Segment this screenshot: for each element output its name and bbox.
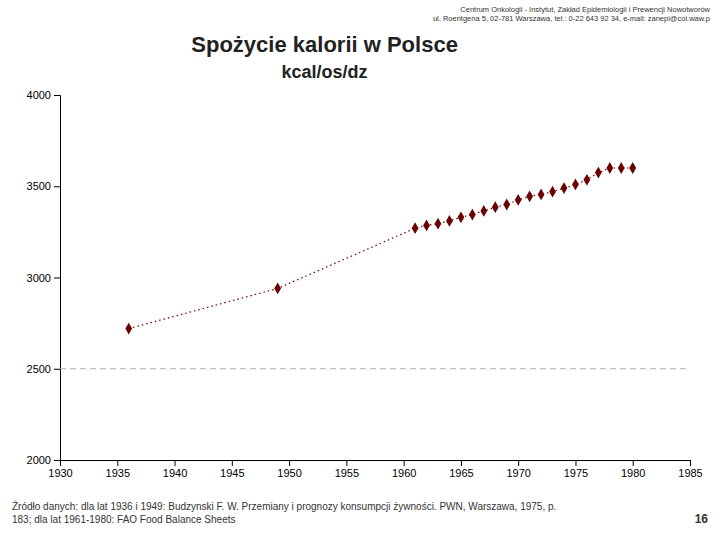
x-tick-label: 1930 xyxy=(48,467,72,479)
x-tick: 1930 xyxy=(48,460,72,479)
x-axis: 1930 1935 1940 1945 1950 1955 1960 1965 1970 1975… xyxy=(48,460,702,479)
data-point xyxy=(480,205,487,217)
y-tick-mark xyxy=(54,95,60,96)
y-tick: 3000 xyxy=(27,272,60,284)
x-tick-mark xyxy=(346,460,347,466)
x-tick: 1980 xyxy=(621,460,645,479)
data-point xyxy=(492,201,499,213)
y-tick-label: 2500 xyxy=(27,363,51,375)
y-tick: 4000 xyxy=(27,89,60,101)
x-tick-label: 1960 xyxy=(392,467,416,479)
x-tick: 1945 xyxy=(220,460,244,479)
data-point xyxy=(458,211,465,223)
x-tick-label: 1940 xyxy=(163,467,187,479)
data-point xyxy=(549,186,556,198)
x-tick-mark xyxy=(461,460,462,466)
x-tick: 1960 xyxy=(392,460,416,479)
data-point xyxy=(572,179,579,191)
x-tick-mark xyxy=(518,460,519,466)
y-tick-mark xyxy=(54,460,60,461)
chart: Centrum Onkologii - Instytut, Zakład Epi… xyxy=(0,0,720,540)
data-point xyxy=(618,162,625,174)
x-tick: 1965 xyxy=(449,460,473,479)
x-tick: 1950 xyxy=(277,460,301,479)
data-point xyxy=(274,283,281,295)
y-tick-label: 3000 xyxy=(27,272,51,284)
data-point xyxy=(412,222,419,234)
data-point xyxy=(446,215,453,227)
y-axis: 2000 2500 3000 3500 4000 xyxy=(27,89,61,466)
x-tick: 1975 xyxy=(564,460,588,479)
x-tick-label: 1980 xyxy=(621,467,645,479)
x-tick-mark xyxy=(175,460,176,466)
title: Spożycie kalorii w Polsce xyxy=(191,32,458,57)
header-text: Centrum Onkologii - Instytut, Zakład Epi… xyxy=(433,5,711,23)
data-point xyxy=(538,189,545,201)
x-tick-mark xyxy=(404,460,405,466)
data-point xyxy=(469,209,476,221)
data-point xyxy=(526,190,533,202)
page-number: 16 xyxy=(695,512,709,526)
x-axis-line xyxy=(61,461,691,467)
y-tick-label: 3500 xyxy=(27,180,51,192)
data-point xyxy=(629,162,636,174)
x-tick: 1935 xyxy=(106,460,130,479)
x-tick-label: 1970 xyxy=(506,467,530,479)
x-tick: 1985 xyxy=(678,460,702,479)
y-tick-mark xyxy=(54,278,60,279)
y-tick-mark xyxy=(54,186,60,187)
x-tick: 1970 xyxy=(506,460,530,479)
data-point xyxy=(423,220,430,232)
x-tick-label: 1950 xyxy=(277,467,301,479)
data-point xyxy=(584,174,591,186)
y-tick-mark xyxy=(54,369,60,370)
data-point xyxy=(503,199,510,211)
data-point xyxy=(561,182,568,194)
data-line xyxy=(129,168,633,329)
x-tick-label: 1985 xyxy=(678,467,702,479)
x-tick-mark xyxy=(117,460,118,466)
marks xyxy=(60,162,690,369)
y-tick: 2500 xyxy=(27,363,60,375)
data-point xyxy=(606,162,613,174)
x-tick: 1955 xyxy=(335,460,359,479)
x-tick-mark xyxy=(232,460,233,466)
plot: 1930 1935 1940 1945 1950 1955 1960 1965 1970 1975… xyxy=(27,89,703,479)
x-tick-mark xyxy=(575,460,576,466)
y-tick: 3500 xyxy=(27,180,60,192)
footer-text: Źródło danych: dla lat 1936 i 1949: Budz… xyxy=(12,500,556,525)
x-tick-label: 1945 xyxy=(220,467,244,479)
data-point xyxy=(595,167,602,179)
y-axis-line xyxy=(54,96,61,461)
x-tick-label: 1975 xyxy=(564,467,588,479)
reference-line xyxy=(60,368,690,369)
y-tick-label: 4000 xyxy=(27,89,51,101)
data-point xyxy=(435,218,442,230)
x-tick-mark xyxy=(690,460,691,466)
x-tick-mark xyxy=(289,460,290,466)
y-tick: 2000 xyxy=(27,454,60,466)
x-tick-mark xyxy=(633,460,634,466)
x-tick-label: 1965 xyxy=(449,467,473,479)
data-point xyxy=(125,323,132,335)
x-tick-label: 1935 xyxy=(106,467,130,479)
y-tick-label: 2000 xyxy=(27,454,51,466)
x-tick: 1940 xyxy=(163,460,187,479)
x-tick-label: 1955 xyxy=(335,467,359,479)
data-point xyxy=(515,194,522,206)
subtitle: kcal/os/dz xyxy=(282,62,368,82)
